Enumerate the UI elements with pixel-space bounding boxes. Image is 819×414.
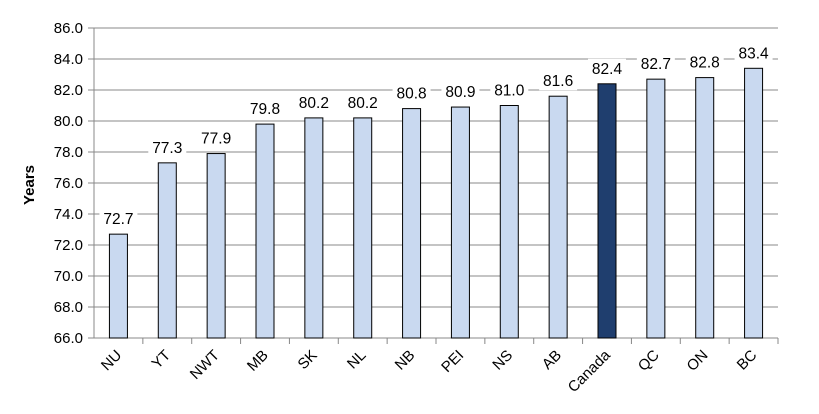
bar (450, 106, 470, 339)
y-tick-label: 76.0 (54, 175, 83, 192)
bar (108, 233, 128, 339)
bar (499, 105, 519, 339)
data-label: 82.4 (592, 61, 623, 78)
y-tick-label: 70.0 (54, 268, 83, 285)
bar (206, 153, 226, 339)
data-label-background (441, 82, 480, 102)
y-tick-label: 72.0 (54, 237, 83, 254)
data-label-background (588, 58, 626, 78)
x-tick-label: YT (149, 347, 175, 373)
y-tick-label: 68.0 (54, 299, 83, 316)
data-label-background (685, 52, 724, 72)
bar (402, 108, 422, 339)
y-tick-label: 80.0 (54, 113, 83, 130)
y-tick-label: 86.0 (54, 20, 83, 37)
x-tick-label: NS (489, 347, 516, 374)
y-axis-title: Years (21, 165, 38, 205)
x-tick-label: BC (734, 347, 761, 374)
data-label-background (539, 71, 578, 91)
data-label: 83.4 (738, 45, 769, 62)
data-label-background (148, 137, 187, 157)
data-label-background (246, 99, 284, 119)
bar (157, 162, 177, 339)
x-axis-ticks: NU YT NWT MB SK NL NB PEI NS AB Canada QC ON BC (98, 346, 761, 396)
data-label-background (343, 92, 382, 112)
bars (108, 67, 764, 339)
bar (744, 67, 764, 339)
x-tick-label: PEI (438, 347, 467, 376)
y-tick-label: 66.0 (54, 330, 83, 347)
bar (646, 78, 666, 339)
data-label: 80.2 (299, 95, 329, 112)
data-label: 81.0 (494, 83, 525, 100)
bar-highlight (597, 83, 617, 339)
data-label-background (490, 80, 529, 100)
data-label-background (294, 92, 333, 112)
data-label-background (636, 54, 675, 74)
data-label-background (734, 43, 773, 63)
bar (353, 117, 373, 339)
data-label-background (99, 209, 138, 229)
x-tick-label: NWT (187, 347, 223, 383)
x-tick-label: NL (344, 347, 370, 373)
y-tick-label: 74.0 (54, 206, 83, 223)
data-label: 82.8 (690, 55, 720, 72)
y-tick-label: 78.0 (54, 144, 83, 161)
data-label: 77.9 (201, 131, 231, 148)
data-label-background (197, 128, 236, 148)
x-tick-label: AB (539, 347, 565, 373)
x-tick-label: MB (244, 347, 272, 375)
y-tick-label: 84.0 (54, 51, 83, 68)
x-tick-label: NB (392, 347, 419, 374)
gridlines (88, 27, 779, 344)
bar (548, 95, 568, 339)
data-label: 72.7 (103, 211, 133, 228)
data-label-background (392, 83, 431, 103)
data-label: 81.6 (543, 73, 573, 90)
y-axis-ticks: 66.0 68.0 70.0 72.0 74.0 76.0 78.0 80.0 82.0 84.0… (54, 20, 83, 347)
x-tick-label: NU (98, 347, 125, 374)
x-tick-label: QC (635, 347, 663, 375)
data-label: 80.2 (348, 95, 378, 112)
data-label: 82.7 (641, 56, 671, 73)
x-tick-label: ON (684, 347, 712, 375)
x-tick-label: Canada (565, 346, 615, 396)
data-label: 80.9 (445, 84, 475, 101)
bar (255, 123, 275, 339)
x-tick-label: SK (295, 347, 321, 373)
data-labels: 72.7 77.3 77.9 79.8 80.2 80.2 80.8 80.9 81.0 81.6… (99, 43, 773, 229)
y-tick-label: 82.0 (54, 82, 83, 99)
data-label: 79.8 (250, 101, 280, 118)
bar (695, 77, 715, 339)
data-label: 77.3 (152, 140, 182, 157)
bar (304, 117, 324, 339)
data-label: 80.8 (396, 86, 426, 103)
